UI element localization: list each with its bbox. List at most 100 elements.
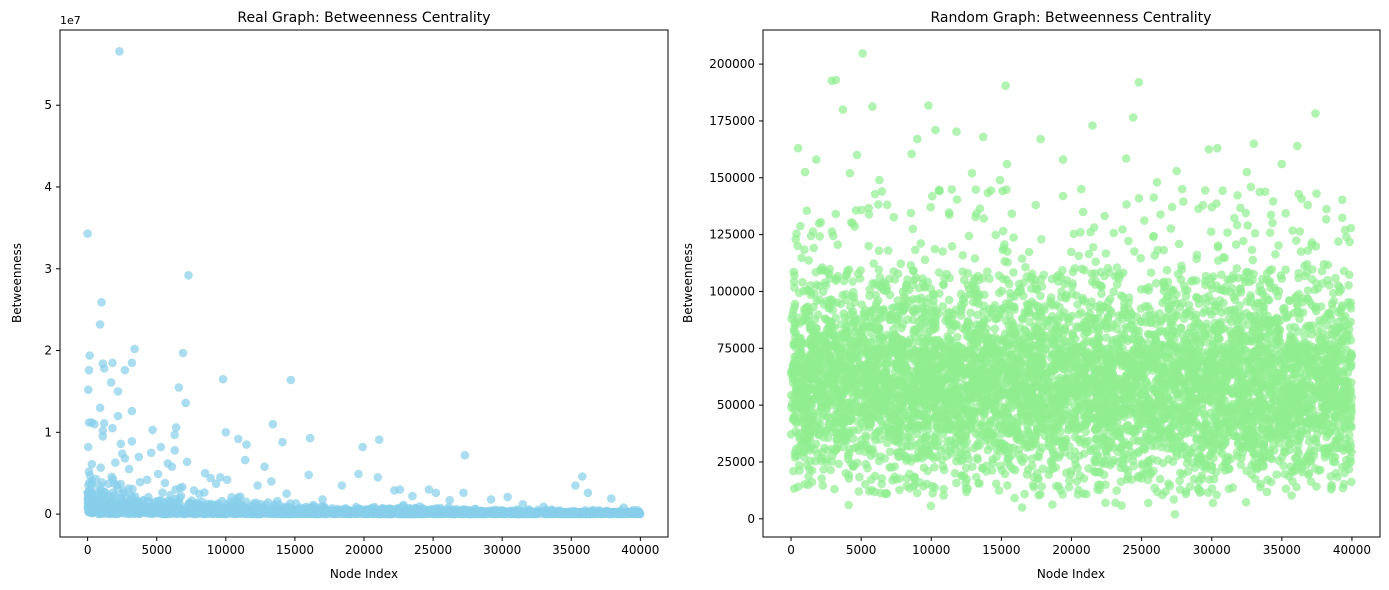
real-graph-point bbox=[408, 491, 417, 501]
real-graph-point bbox=[84, 467, 94, 476]
real-graph-y-tick-label: 1 bbox=[44, 425, 52, 439]
real-graph-point bbox=[381, 505, 391, 515]
real-graph-y-tick-label: 5 bbox=[44, 98, 52, 112]
real-graph-point bbox=[90, 419, 99, 429]
random-graph-point bbox=[1101, 498, 1110, 508]
real-graph-point bbox=[83, 229, 92, 238]
real-graph-point bbox=[85, 351, 94, 360]
real-graph-point bbox=[374, 435, 384, 445]
real-graph-point bbox=[354, 469, 363, 479]
random-graph-point bbox=[1037, 482, 1047, 491]
real-graph-point bbox=[144, 505, 153, 514]
real-graph-point bbox=[267, 477, 276, 486]
real-graph-point bbox=[518, 500, 528, 509]
real-graph-point bbox=[146, 448, 156, 458]
random-graph-point bbox=[1236, 460, 1246, 470]
real-graph-point bbox=[134, 452, 144, 462]
real-graph-x-label: Node Index bbox=[330, 567, 398, 581]
real-graph-point bbox=[113, 387, 123, 396]
real-graph-point bbox=[127, 437, 137, 446]
real-graph-point bbox=[95, 320, 105, 329]
real-graph-point bbox=[286, 375, 296, 385]
real-graph-point bbox=[91, 474, 101, 484]
real-graph-point bbox=[120, 365, 130, 375]
real-graph-point bbox=[84, 385, 93, 395]
real-graph-point bbox=[507, 508, 517, 517]
real-graph-point bbox=[115, 47, 124, 56]
real-graph-point bbox=[571, 481, 580, 490]
real-graph-point bbox=[106, 378, 116, 387]
real-graph-point bbox=[236, 492, 245, 501]
real-graph-point bbox=[459, 488, 468, 498]
real-graph-x-tick-label: 30000 bbox=[483, 543, 521, 557]
real-graph-point bbox=[181, 398, 190, 408]
real-graph-point bbox=[531, 509, 540, 518]
real-graph-point bbox=[86, 486, 95, 496]
real-graph-point bbox=[96, 463, 105, 473]
real-graph-point bbox=[127, 358, 137, 368]
real-graph-point bbox=[563, 509, 572, 518]
real-graph-point bbox=[305, 433, 315, 443]
real-graph-point bbox=[84, 499, 93, 509]
real-graph-point bbox=[87, 459, 97, 469]
real-graph-point bbox=[198, 497, 207, 507]
real-graph-point bbox=[182, 457, 192, 467]
real-graph-y-tick-label: 0 bbox=[44, 507, 52, 521]
real-graph-x-tick-label: 25000 bbox=[414, 543, 452, 557]
real-graph-point bbox=[452, 507, 461, 516]
random-graph-point bbox=[1112, 263, 1122, 272]
random-graph-point bbox=[1144, 498, 1153, 508]
real-graph-point bbox=[184, 271, 193, 280]
real-graph-point bbox=[178, 348, 188, 358]
real-graph-point bbox=[373, 473, 383, 482]
real-graph-point bbox=[97, 298, 106, 307]
real-graph-point bbox=[120, 454, 130, 463]
real-graph-point bbox=[93, 487, 103, 497]
real-graph-points bbox=[83, 47, 645, 519]
real-graph-chart: 0 5000 10000 15000 20000 25000 30000 35000 40000… bbox=[10, 10, 669, 581]
real-graph-y-tick-label: 4 bbox=[44, 180, 52, 194]
real-graph-point bbox=[445, 495, 455, 505]
random-graph-points bbox=[786, 49, 1357, 519]
real-graph-point bbox=[208, 503, 217, 512]
real-graph-point bbox=[337, 481, 347, 490]
real-graph-point bbox=[260, 462, 269, 472]
real-graph-offset-label: 1e7 bbox=[60, 14, 81, 27]
real-graph-point bbox=[478, 507, 488, 516]
real-graph-point bbox=[148, 425, 157, 435]
real-graph-point bbox=[159, 506, 168, 515]
real-graph-point bbox=[170, 446, 179, 455]
real-graph-point bbox=[390, 486, 399, 495]
real-graph-point bbox=[358, 442, 367, 452]
real-graph-point bbox=[130, 344, 139, 354]
real-graph-point bbox=[486, 495, 496, 504]
real-graph-point bbox=[132, 502, 141, 511]
random-graph-point bbox=[1076, 308, 1086, 317]
random-graph-point bbox=[1322, 321, 1332, 330]
real-graph-point bbox=[189, 486, 199, 495]
real-graph-point bbox=[115, 505, 124, 515]
real-graph-point bbox=[171, 423, 181, 432]
real-graph-y-tick-label: 2 bbox=[44, 344, 52, 358]
real-graph-x-tick-label: 40000 bbox=[621, 543, 659, 557]
real-graph-point bbox=[294, 504, 304, 514]
real-graph-point bbox=[211, 479, 221, 489]
random-graph-point bbox=[939, 491, 948, 500]
real-graph-y-tick-label: 3 bbox=[44, 262, 52, 276]
real-graph-x-tick-label: 15000 bbox=[276, 543, 314, 557]
real-graph-point bbox=[158, 488, 167, 497]
real-graph-point bbox=[124, 484, 133, 493]
random-graph-chart: 0 5000 10000 15000 20000 25000 30000 35000 40000… bbox=[681, 10, 1381, 581]
random-graph-point bbox=[1073, 300, 1082, 309]
real-graph-point bbox=[629, 505, 638, 515]
real-graph-point bbox=[278, 437, 287, 447]
real-graph-point bbox=[431, 488, 441, 498]
random-graph-point bbox=[834, 459, 844, 469]
random-graph-point bbox=[994, 486, 1004, 495]
real-graph-point bbox=[91, 499, 101, 508]
real-graph-point bbox=[217, 496, 227, 506]
real-graph-point bbox=[240, 455, 250, 465]
random-graph-point bbox=[926, 501, 936, 511]
real-graph-point bbox=[127, 406, 137, 416]
